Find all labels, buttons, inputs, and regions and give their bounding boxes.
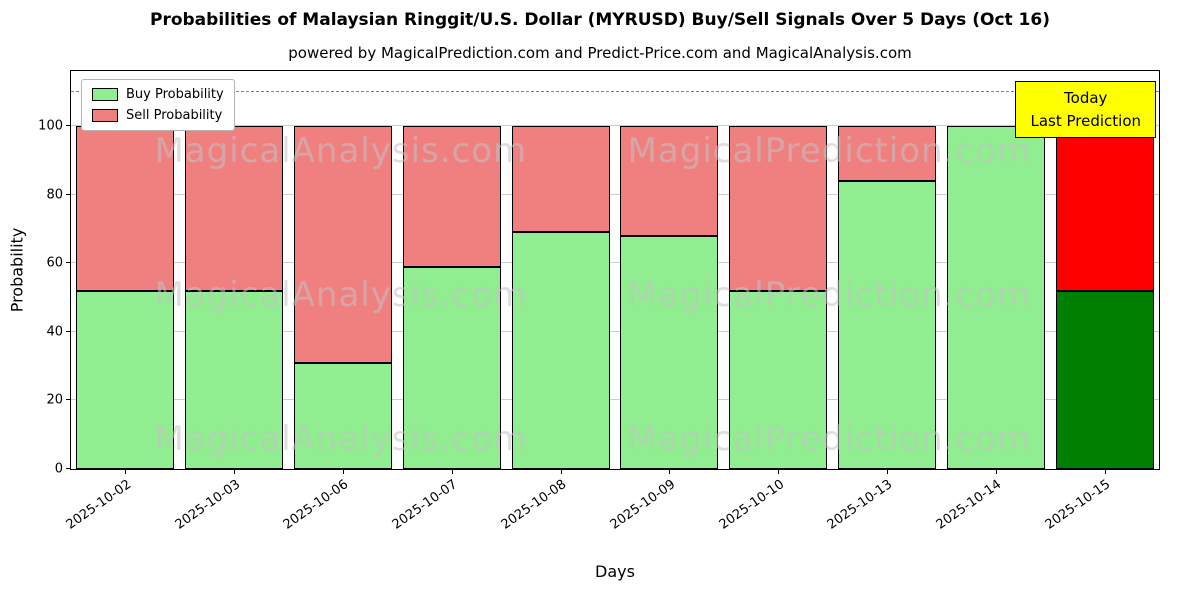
x-axis-label: Days <box>595 562 635 581</box>
y-tick-label: 100 <box>38 118 63 134</box>
buy-bar-segment <box>946 125 1045 469</box>
y-tick-label: 60 <box>46 255 63 271</box>
sell-bar-segment <box>511 125 610 233</box>
sell-bar-segment <box>294 125 392 363</box>
legend-label-buy: Buy Probability <box>126 87 224 102</box>
annotation-line2: Last Prediction <box>1030 111 1141 130</box>
y-tick-mark <box>66 193 71 195</box>
chart-subtitle: powered by MagicalPrediction.com and Pre… <box>288 44 912 62</box>
y-tick-label: 0 <box>54 461 63 477</box>
buy-bar-segment <box>620 235 719 469</box>
gridline <box>71 124 1159 126</box>
y-axis-label: Probability <box>7 227 27 313</box>
x-tick-label: 2025-10-08 <box>498 477 570 533</box>
x-tick-label: 2025-10-09 <box>607 477 679 533</box>
x-tick-mark <box>778 469 780 474</box>
x-tick-mark <box>887 469 888 474</box>
sell-bar-segment <box>729 125 828 291</box>
x-tick-mark <box>234 469 236 474</box>
y-tick-mark <box>66 399 71 401</box>
buy-bar-segment <box>185 290 284 469</box>
y-tick-label: 20 <box>46 392 63 408</box>
buy-bar-segment <box>838 180 936 469</box>
x-tick-mark <box>560 469 562 474</box>
y-tick-label: 80 <box>46 187 63 203</box>
buy-bar-segment <box>511 232 610 469</box>
sell-probability-swatch <box>92 109 118 122</box>
y-tick-mark <box>66 330 71 332</box>
gridline <box>71 330 1159 332</box>
today-annotation: Today Last Prediction <box>1015 81 1156 138</box>
x-tick-label: 2025-10-06 <box>281 477 352 533</box>
plot-area: Buy Probability Sell Probability Today L… <box>38 70 1160 533</box>
buy-bar-segment <box>729 290 828 469</box>
sell-bar-segment <box>402 125 501 267</box>
gridline <box>71 399 1159 401</box>
gridline <box>71 262 1159 264</box>
sell-bar-segment <box>76 125 175 291</box>
y-tick-mark <box>66 124 71 126</box>
annotation-line1: Today <box>1064 89 1108 107</box>
x-tick-label: 2025-10-15 <box>1042 477 1114 533</box>
x-tick-mark <box>669 469 671 474</box>
buy-bar-segment <box>402 266 501 469</box>
legend-label-sell: Sell Probability <box>126 108 223 123</box>
gridline <box>71 193 1159 195</box>
buy-bar-segment <box>1055 290 1154 469</box>
x-tick-mark <box>995 469 997 474</box>
chart-title: Probabilities of Malaysian Ringgit/U.S. … <box>149 10 1050 30</box>
y-tick-mark <box>66 262 71 264</box>
dashed-threshold-line <box>71 90 1159 92</box>
sell-bar-segment <box>1055 125 1154 291</box>
y-tick-label: 40 <box>46 324 63 340</box>
y-tick-mark <box>66 468 71 469</box>
buy-bar-segment <box>294 362 392 469</box>
x-tick-mark <box>125 469 127 474</box>
x-tick-label: 2025-10-13 <box>825 477 896 533</box>
buy-probability-swatch <box>92 88 118 101</box>
x-tick-label: 2025-10-07 <box>389 477 461 533</box>
x-tick-label: 2025-10-10 <box>716 477 787 533</box>
x-tick-label: 2025-10-03 <box>172 477 243 533</box>
x-tick-mark <box>451 469 453 474</box>
sell-bar-segment <box>185 125 284 291</box>
sell-bar-segment <box>838 125 936 181</box>
buy-bar-segment <box>76 290 175 469</box>
sell-bar-segment <box>620 125 719 236</box>
x-tick-mark <box>343 469 344 474</box>
x-tick-label: 2025-10-02 <box>63 477 135 533</box>
x-tick-mark <box>1104 469 1106 474</box>
x-tick-label: 2025-10-14 <box>933 477 1005 533</box>
legend: Buy Probability Sell Probability <box>81 79 235 131</box>
legend-item-sell: Sell Probability <box>92 108 224 123</box>
legend-item-buy: Buy Probability <box>92 87 224 102</box>
